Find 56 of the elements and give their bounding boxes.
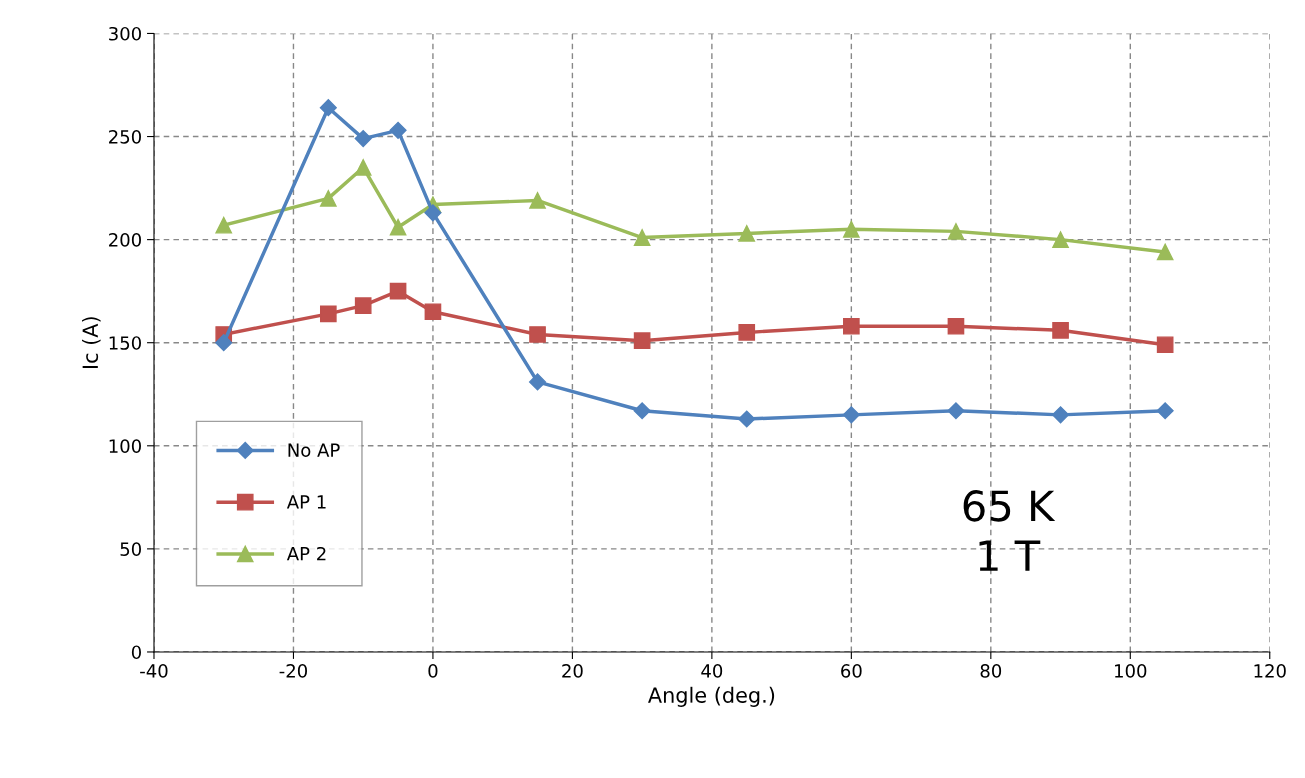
y-tick-label: 150 [109,336,141,350]
point [319,99,337,117]
point [319,190,337,207]
legend-label: AP 2 [286,546,326,561]
y-tick-label: 50 [120,542,141,556]
point [1052,322,1069,339]
point [843,220,860,238]
x-tick-label: -20 [279,664,308,678]
x-tick-label: 80 [980,664,1002,678]
x-axis-title: Angle (deg.) [648,686,775,707]
y-tick-label: 0 [131,645,141,660]
point [424,303,442,321]
point [1156,402,1174,420]
x-tick-label: 60 [841,664,862,678]
point [1052,231,1069,248]
x-tick-label: 20 [562,664,583,678]
y-tick-label: 300 [109,26,141,41]
point [947,402,965,420]
point [633,402,651,420]
point [843,317,860,335]
y-tick-label: 200 [109,233,141,247]
point [354,159,372,176]
x-tick-label: 120 [1254,664,1286,678]
point [947,223,965,240]
y-axis-title: Ic (A) [82,317,101,369]
x-tick-label: -40 [140,664,168,678]
point [633,332,651,349]
x-tick-label: 40 [701,664,723,678]
legend-label: No AP [288,443,340,457]
point [947,317,965,335]
point [354,130,372,148]
point [319,305,337,323]
point [842,406,860,424]
point [389,282,407,300]
point [738,410,756,428]
point [738,225,756,242]
point [529,192,546,209]
point [1156,243,1174,261]
point [424,204,442,222]
x-tick-label: 100 [1115,664,1147,678]
y-tick-label: 250 [109,130,141,144]
y-tick-label: 100 [109,439,141,453]
point [389,121,407,139]
x-tick-label: 0 [428,664,438,678]
point [215,216,233,234]
annotation: 65 K 1 T [963,490,1056,571]
point [1052,406,1070,424]
point [354,297,372,314]
point [738,324,756,341]
point [633,229,651,246]
legend-label: AP 1 [286,495,326,509]
point [1156,336,1174,354]
point [215,334,233,352]
point [389,218,407,236]
point [528,373,547,391]
point [529,326,546,343]
